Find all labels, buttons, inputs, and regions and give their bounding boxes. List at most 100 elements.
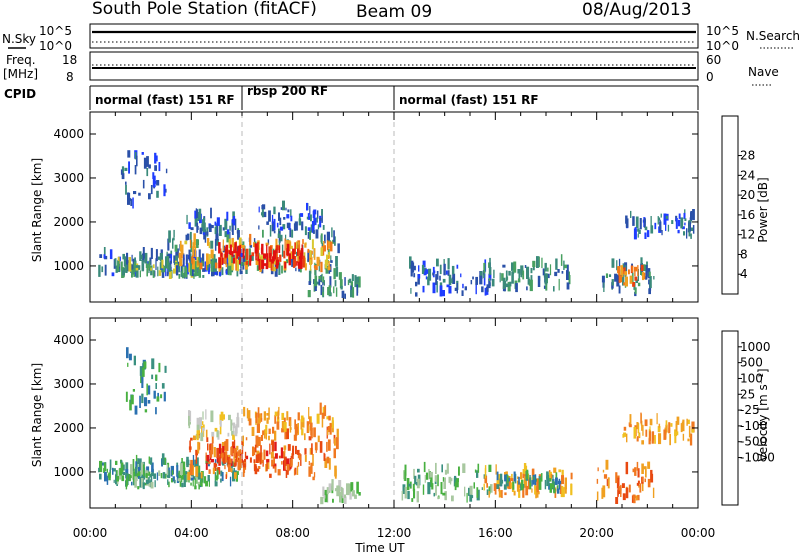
power-cell <box>290 215 293 222</box>
velocity-cell <box>112 467 114 475</box>
velocity-cell <box>278 406 280 416</box>
velocity-cell <box>197 441 200 451</box>
velocity-colorbar-tick-label: -25 <box>740 403 760 417</box>
power-cell <box>245 248 249 260</box>
velocity-cell <box>197 481 201 486</box>
velocity-cell <box>602 469 605 473</box>
power-cell <box>411 265 415 273</box>
power-cell <box>568 275 571 285</box>
velocity-cell <box>312 454 314 466</box>
power-cell <box>276 261 279 268</box>
power-cell <box>331 227 333 238</box>
power-cell <box>330 255 332 263</box>
velocity-cell <box>247 410 251 422</box>
power-cell <box>202 268 205 272</box>
velocity-cell <box>144 397 148 407</box>
power-cell <box>142 179 145 189</box>
power-cell <box>603 282 605 292</box>
power-cell <box>671 220 674 224</box>
velocity-cell <box>131 481 133 486</box>
velocity-cell <box>506 474 509 484</box>
velocity-ytick-label: 1000 <box>53 465 84 479</box>
power-cell <box>279 254 282 262</box>
power-cell <box>279 226 284 231</box>
velocity-cell <box>217 467 220 471</box>
power-cell <box>272 250 276 260</box>
power-cell <box>451 278 453 284</box>
power-cell <box>614 273 618 282</box>
power-cell <box>690 227 694 231</box>
power-cell <box>211 270 214 277</box>
power-cell <box>321 211 323 223</box>
velocity-cell <box>101 462 104 466</box>
velocity-cell <box>481 487 483 490</box>
velocity-cell <box>163 391 166 402</box>
power-cell <box>130 198 133 206</box>
velocity-cell <box>257 407 260 418</box>
power-cell <box>637 265 639 277</box>
power-cell <box>517 269 521 274</box>
power-cell <box>335 287 338 297</box>
power-cell <box>165 168 168 174</box>
velocity-cell <box>468 487 471 496</box>
velocity-cell <box>513 471 516 482</box>
nsky-strip: N.Sky 10^5 10^0 10^5 10^0 N.Search <box>2 23 800 53</box>
velocity-cell <box>116 470 118 476</box>
power-cell <box>635 216 639 229</box>
velocity-cell <box>523 463 527 475</box>
velocity-cell <box>179 463 183 475</box>
power-cell <box>618 285 621 294</box>
time-tick-label: 20:00 <box>579 526 614 540</box>
velocity-cell <box>195 433 198 440</box>
velocity-cell <box>143 361 147 369</box>
power-cell <box>156 190 159 198</box>
velocity-cell <box>132 459 135 470</box>
velocity-cell <box>237 460 241 471</box>
power-cell <box>447 270 450 276</box>
velocity-cell <box>255 435 259 448</box>
power-cell <box>221 253 223 265</box>
power-cell <box>173 255 176 264</box>
velocity-cell <box>151 473 153 480</box>
velocity-cell <box>140 373 142 384</box>
velocity-cell <box>133 468 136 474</box>
power-cell <box>166 251 168 256</box>
velocity-cell <box>196 417 200 430</box>
velocity-cell <box>283 417 286 425</box>
velocity-cell <box>211 434 214 444</box>
velocity-panel: 1000 2000 3000 4000 Slant Range [km] <box>30 317 699 509</box>
power-cell <box>184 240 188 245</box>
power-cell <box>530 268 533 274</box>
power-cell <box>133 263 135 275</box>
power-cell <box>307 231 310 239</box>
velocity-cell <box>552 475 554 485</box>
velocity-cell <box>219 420 222 427</box>
velocity-cell <box>292 445 295 456</box>
velocity-cell <box>131 395 134 405</box>
velocity-cell <box>462 463 466 473</box>
velocity-ytick-label: 4000 <box>53 333 84 347</box>
power-cell <box>616 260 618 271</box>
power-cell <box>286 248 288 257</box>
power-colorbar-frame <box>721 115 739 295</box>
power-cell <box>334 280 337 287</box>
power-cell <box>412 265 416 271</box>
velocity-cell <box>680 423 683 433</box>
power-cell <box>259 260 263 271</box>
power-cell <box>634 266 638 272</box>
velocity-cell <box>331 417 334 429</box>
velocity-cell <box>633 427 636 439</box>
power-cell <box>158 256 161 260</box>
power-colorbar-label: Power [dB] <box>756 177 770 242</box>
power-cell <box>297 248 299 256</box>
power-cell <box>122 267 125 276</box>
velocity-cell <box>536 478 540 491</box>
nsky-tick-top: 10^5 <box>39 24 72 38</box>
velocity-cell <box>168 481 170 488</box>
velocity-cell <box>258 466 261 469</box>
power-cell <box>309 253 312 265</box>
power-cell <box>307 248 310 253</box>
power-cell <box>316 217 318 223</box>
power-cell <box>241 241 245 247</box>
power-cell <box>208 224 212 232</box>
